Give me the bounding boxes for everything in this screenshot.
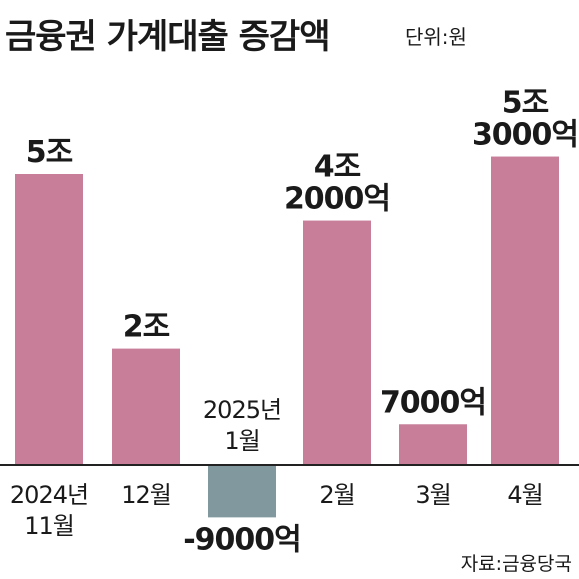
- bar-3: [303, 220, 371, 465]
- value-label-0-0: 5조: [26, 135, 73, 170]
- bar-1: [112, 348, 180, 465]
- category-label-1-0: 12월: [121, 481, 171, 509]
- category-label-0-1: 11월: [24, 512, 74, 540]
- category-label-2-0: 2025년: [203, 396, 281, 424]
- bar-0: [15, 174, 83, 465]
- source-note: 자료:금융당국: [461, 553, 572, 575]
- bar-2: [208, 465, 276, 518]
- value-label-2-0: -9000억: [183, 522, 301, 557]
- bar-4: [399, 424, 467, 465]
- value-label-3-0: 4조: [314, 150, 361, 185]
- value-label-4-0: 7000억: [380, 385, 486, 420]
- value-label-1-0: 2조: [123, 310, 170, 345]
- chart-title: 금융권 가계대출 증감액: [5, 17, 329, 57]
- value-label-5-1: 3000억: [472, 118, 578, 153]
- category-label-3-0: 2월: [319, 481, 354, 509]
- bar-5: [491, 156, 559, 466]
- category-label-4-0: 3월: [415, 481, 450, 509]
- category-label-5-0: 4월: [507, 481, 542, 509]
- category-label-2-1: 1월: [224, 427, 259, 455]
- bars-group: [15, 156, 559, 518]
- value-label-3-1: 2000억: [284, 182, 390, 217]
- unit-label: 단위:원: [405, 25, 467, 49]
- value-label-5-0: 5조: [502, 86, 549, 121]
- category-label-0-0: 2024년: [10, 481, 88, 509]
